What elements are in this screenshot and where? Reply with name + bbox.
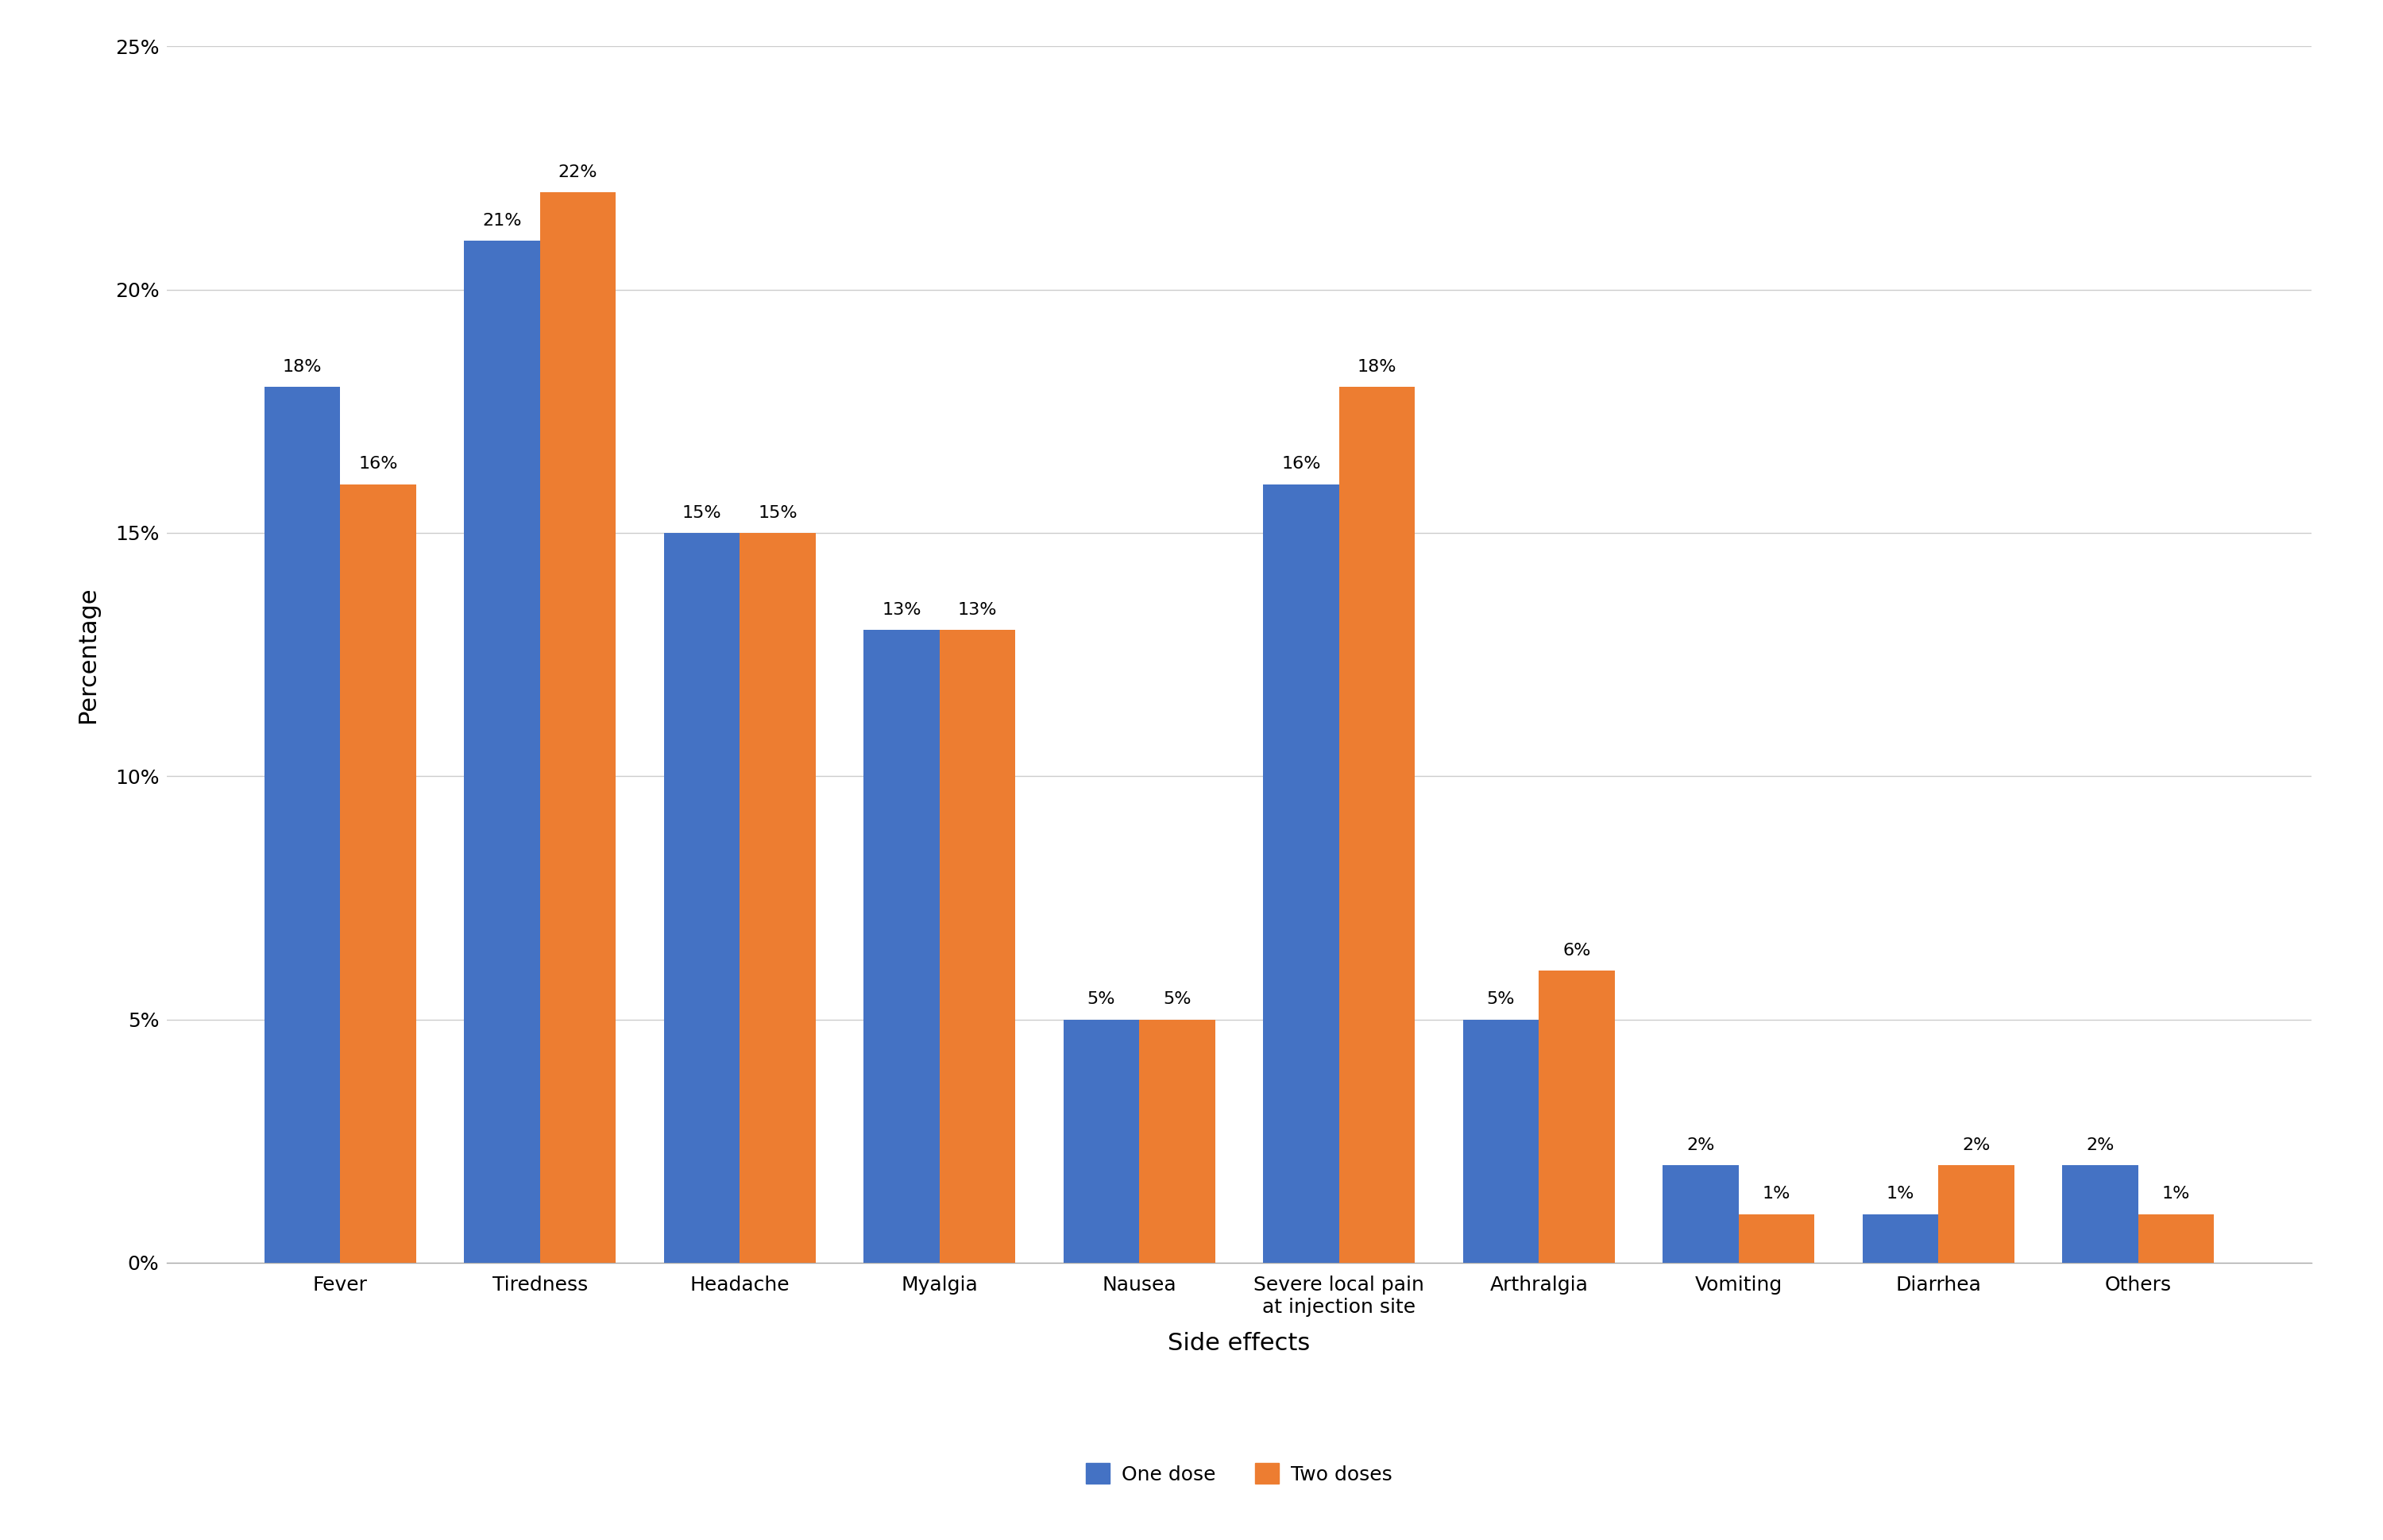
- Text: 2%: 2%: [2085, 1138, 2114, 1153]
- Bar: [465, 240, 541, 1263]
- Text: 5%: 5%: [1087, 992, 1115, 1007]
- Legend: One dose, Two doses: One dose, Two doses: [1077, 1455, 1401, 1492]
- X-axis label: Side effects: Side effects: [1168, 1332, 1311, 1355]
- Text: 1%: 1%: [1763, 1186, 1790, 1203]
- Bar: [1139, 1019, 1215, 1263]
- Text: 16%: 16%: [357, 456, 398, 473]
- Text: 5%: 5%: [1487, 992, 1516, 1007]
- Bar: [265, 387, 341, 1263]
- Text: 16%: 16%: [1282, 456, 1320, 473]
- Text: 18%: 18%: [284, 359, 322, 374]
- Bar: [665, 533, 739, 1263]
- Text: 6%: 6%: [1563, 942, 1592, 958]
- Text: 2%: 2%: [1687, 1138, 1716, 1153]
- Bar: [1740, 1214, 1813, 1263]
- Text: 13%: 13%: [958, 602, 996, 618]
- Bar: [2061, 1166, 2138, 1263]
- Bar: [1339, 387, 1416, 1263]
- Text: 22%: 22%: [558, 165, 598, 180]
- Text: 21%: 21%: [481, 213, 522, 229]
- Bar: [341, 484, 417, 1263]
- Bar: [1937, 1166, 2014, 1263]
- Bar: [1663, 1166, 1740, 1263]
- Bar: [1063, 1019, 1139, 1263]
- Text: 13%: 13%: [882, 602, 922, 618]
- Bar: [2138, 1214, 2214, 1263]
- Text: 1%: 1%: [2161, 1186, 2190, 1203]
- Bar: [1539, 970, 1616, 1263]
- Text: 15%: 15%: [682, 505, 722, 521]
- Y-axis label: Percentage: Percentage: [76, 587, 100, 722]
- Text: 2%: 2%: [1961, 1138, 1990, 1153]
- Bar: [1463, 1019, 1539, 1263]
- Bar: [1864, 1214, 1937, 1263]
- Text: 15%: 15%: [758, 505, 798, 521]
- Bar: [939, 630, 1015, 1263]
- Text: 5%: 5%: [1163, 992, 1192, 1007]
- Bar: [541, 192, 615, 1263]
- Bar: [1263, 484, 1339, 1263]
- Bar: [863, 630, 939, 1263]
- Text: 18%: 18%: [1358, 359, 1396, 374]
- Bar: [739, 533, 815, 1263]
- Text: 1%: 1%: [1887, 1186, 1914, 1203]
